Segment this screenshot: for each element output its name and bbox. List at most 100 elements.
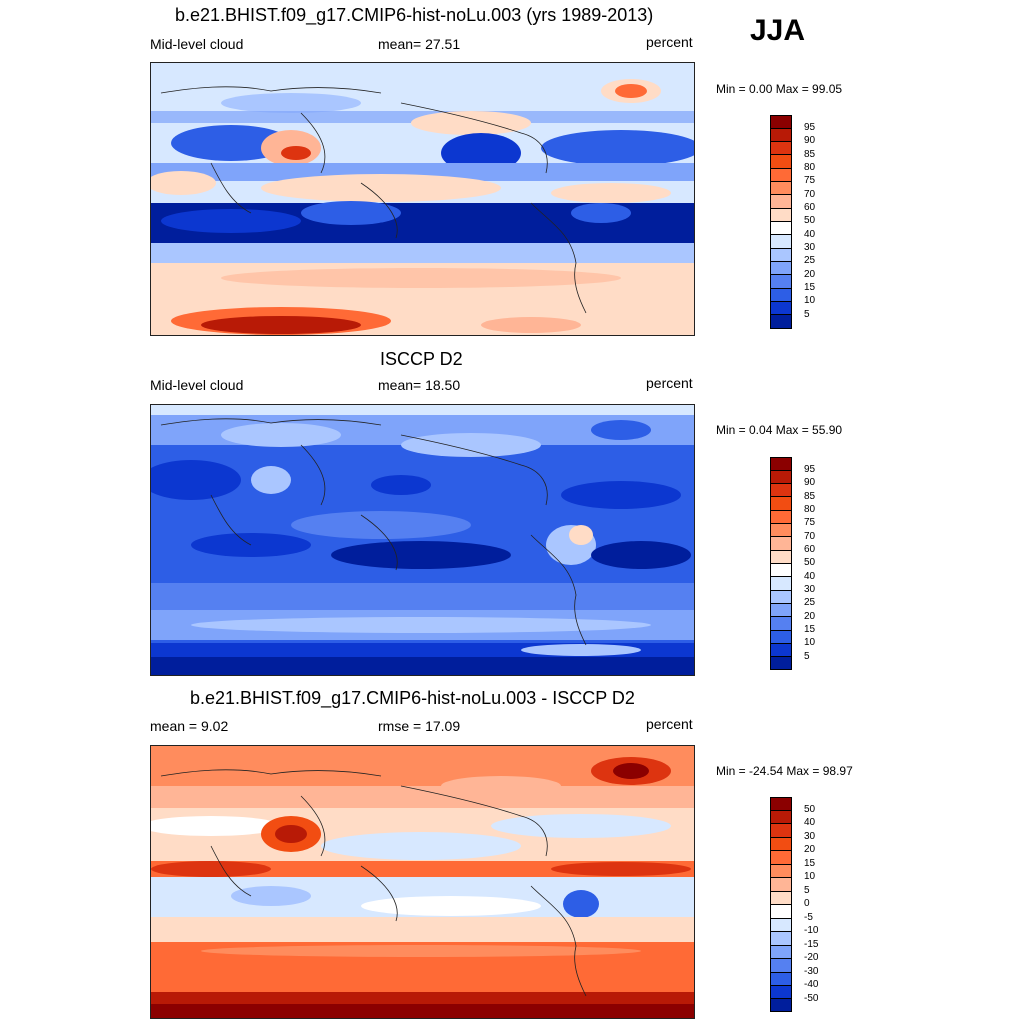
panel1-units-label: percent [646, 34, 693, 50]
colorbar-swatch [771, 524, 791, 537]
colorbar-label: -50 [804, 993, 819, 1004]
colorbar-label: -5 [804, 912, 813, 923]
colorbar-label: 5 [804, 885, 810, 896]
panel1-variable-label: Mid-level cloud [150, 36, 244, 52]
colorbar-swatch [771, 973, 791, 986]
colorbar-label: 60 [804, 202, 816, 213]
panel1-mean-label: mean= 27.51 [378, 36, 461, 52]
colorbar-label: 10 [804, 295, 816, 306]
colorbar-swatch [771, 986, 791, 999]
panel2-mean-label: mean= 18.50 [378, 377, 461, 393]
colorbar-label: 20 [804, 269, 816, 280]
colorbar-label: 85 [804, 491, 816, 502]
colorbar-label: 5 [804, 651, 810, 662]
colorbar-swatch [771, 537, 791, 551]
colorbar-swatch [771, 195, 791, 209]
colorbar-swatch [771, 892, 791, 905]
colorbar-swatch [771, 644, 791, 657]
colorbar-label: 25 [804, 597, 816, 608]
colorbar-swatch [771, 471, 791, 484]
colorbar-label: 80 [804, 162, 816, 173]
colorbar-label: 75 [804, 175, 816, 186]
colorbar-swatch [771, 551, 791, 564]
colorbar-swatch [771, 811, 791, 824]
season-label: JJA [750, 14, 806, 47]
colorbar-swatch [771, 116, 791, 129]
colorbar-swatch [771, 182, 791, 195]
colorbar-swatch [771, 591, 791, 604]
colorbar-swatch [771, 129, 791, 142]
colorbar-swatch [771, 289, 791, 302]
panel1-map-field [151, 63, 694, 335]
colorbar-swatch [771, 851, 791, 865]
colorbar-label: 15 [804, 282, 816, 293]
colorbar-swatch [771, 631, 791, 644]
colorbar-label: 40 [804, 817, 816, 828]
colorbar-label: 80 [804, 504, 816, 515]
panel2-map-field [151, 405, 694, 675]
panel2-variable-label: Mid-level cloud [150, 377, 244, 393]
panel1-map [150, 62, 695, 336]
colorbar-swatch [771, 999, 791, 1011]
panel1-title: b.e21.BHIST.f09_g17.CMIP6-hist-noLu.003 … [175, 5, 654, 25]
panel3-title: b.e21.BHIST.f09_g17.CMIP6-hist-noLu.003 … [190, 688, 635, 708]
colorbar-swatch [771, 878, 791, 892]
colorbar-swatch [771, 946, 791, 959]
panel3-mean-label: mean = 9.02 [150, 718, 229, 734]
colorbar-swatch [771, 905, 791, 919]
colorbar-label: 0 [804, 898, 810, 909]
colorbar-label: 10 [804, 871, 816, 882]
colorbar-label: -30 [804, 966, 819, 977]
colorbar-swatch [771, 919, 791, 932]
colorbar-label: 25 [804, 255, 816, 266]
colorbar-swatch [771, 511, 791, 524]
colorbar-swatch [771, 865, 791, 878]
colorbar-swatch [771, 142, 791, 155]
colorbar-swatch [771, 235, 791, 249]
panel3-map [150, 745, 695, 1019]
colorbar-label: 30 [804, 584, 816, 595]
colorbar-label: 30 [804, 831, 816, 842]
colorbar-label: 90 [804, 477, 816, 488]
colorbar-swatch [771, 824, 791, 838]
colorbar-label: 95 [804, 122, 816, 133]
panel3-colorbar [770, 797, 792, 1012]
colorbar-label: 70 [804, 531, 816, 542]
colorbar-label: -40 [804, 979, 819, 990]
panel3-map-field [151, 746, 694, 1018]
colorbar-label: 85 [804, 149, 816, 160]
colorbar-swatch [771, 617, 791, 631]
colorbar-swatch [771, 604, 791, 617]
colorbar-swatch [771, 315, 791, 328]
colorbar-swatch [771, 838, 791, 851]
colorbar-label: 40 [804, 571, 816, 582]
colorbar-swatch [771, 275, 791, 289]
panel3-rmse-label: rmse = 17.09 [378, 718, 461, 734]
colorbar-label: 30 [804, 242, 816, 253]
colorbar-swatch [771, 155, 791, 169]
panel1-colorbar [770, 115, 792, 329]
panel1-minmax: Min = 0.00 Max = 99.05 [716, 82, 843, 96]
colorbar-label: 15 [804, 624, 816, 635]
colorbar-swatch [771, 564, 791, 577]
colorbar-label: 90 [804, 135, 816, 146]
colorbar-label: 75 [804, 517, 816, 528]
colorbar-label: -15 [804, 939, 819, 950]
colorbar-swatch [771, 458, 791, 471]
colorbar-label: -20 [804, 952, 819, 963]
colorbar-swatch [771, 302, 791, 315]
colorbar-swatch [771, 169, 791, 182]
panel3-units-label: percent [646, 716, 693, 732]
panel3-minmax: Min = -24.54 Max = 98.97 [716, 764, 853, 778]
colorbar-swatch [771, 657, 791, 669]
colorbar-swatch [771, 577, 791, 591]
panel2-minmax: Min = 0.04 Max = 55.90 [716, 423, 843, 437]
colorbar-swatch [771, 484, 791, 497]
panel2-units-label: percent [646, 375, 693, 391]
colorbar-swatch [771, 798, 791, 811]
colorbar-label: 70 [804, 189, 816, 200]
colorbar-label: 10 [804, 637, 816, 648]
colorbar-swatch [771, 959, 791, 973]
colorbar-label: 95 [804, 464, 816, 475]
colorbar-swatch [771, 249, 791, 262]
